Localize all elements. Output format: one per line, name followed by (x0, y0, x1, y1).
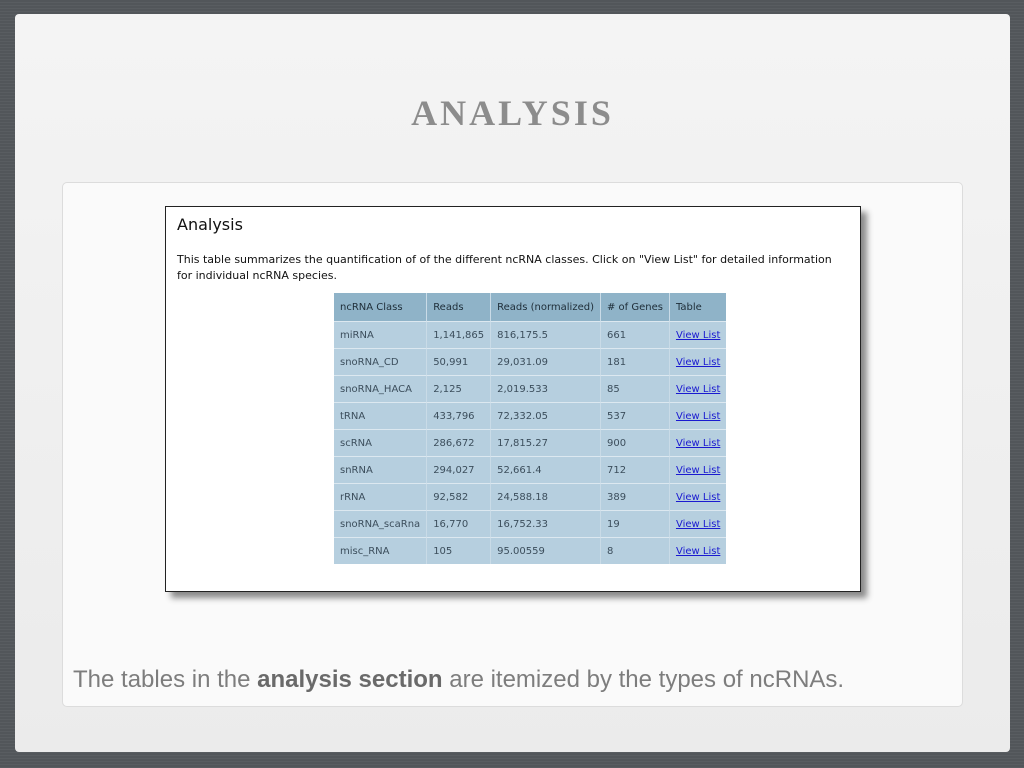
reads-cell: 105 (426, 537, 491, 564)
gene-count-cell: 661 (599, 321, 669, 348)
ncrna-class-cell: snRNA (334, 456, 427, 483)
column-header: # of Genes (599, 293, 669, 321)
reads-normalized-cell: 29,031.09 (490, 348, 600, 375)
table-link-cell: View List (668, 402, 727, 429)
table-row: misc_RNA 105 95.00559 8 View List (334, 537, 727, 564)
reads-normalized-cell: 52,661.4 (490, 456, 600, 483)
view-list-link[interactable]: View List (675, 383, 721, 395)
gene-count-cell: 712 (599, 456, 669, 483)
table-header-row: ncRNA Class Reads Reads (normalized) # o… (334, 293, 727, 321)
view-list-link[interactable]: View List (675, 464, 721, 476)
gene-count-cell: 85 (599, 375, 669, 402)
analysis-description: This table summarizes the quantification… (177, 253, 832, 282)
reads-cell: 50,991 (426, 348, 491, 375)
table-link-cell: View List (668, 375, 727, 402)
analysis-heading: Analysis (177, 215, 243, 234)
table-row: miRNA 1,141,865 816,175.5 661 View List (334, 321, 727, 348)
reads-normalized-cell: 816,175.5 (490, 321, 600, 348)
view-list-link[interactable]: View List (675, 410, 721, 422)
ncrna-class-cell: misc_RNA (334, 537, 427, 564)
ncrna-class-cell: scRNA (334, 429, 427, 456)
slide: ANALYSIS Analysis This table summarizes … (15, 14, 1010, 752)
view-list-link[interactable]: View List (675, 491, 721, 503)
table-link-cell: View List (668, 483, 727, 510)
reads-cell: 1,141,865 (426, 321, 491, 348)
table-row: tRNA 433,796 72,332.05 537 View List (334, 402, 727, 429)
ncrna-class-cell: snoRNA_scaRna (334, 510, 427, 537)
table-row: snoRNA_HACA 2,125 2,019.533 85 View List (334, 375, 727, 402)
table-row: snRNA 294,027 52,661.4 712 View List (334, 456, 727, 483)
column-header: Reads (normalized) (490, 293, 600, 321)
table-link-cell: View List (668, 429, 727, 456)
gene-count-cell: 389 (599, 483, 669, 510)
caption-bold: analysis section (257, 666, 443, 693)
table-link-cell: View List (668, 348, 727, 375)
gene-count-cell: 537 (599, 402, 669, 429)
reads-cell: 433,796 (426, 402, 491, 429)
ncrna-class-cell: snoRNA_CD (334, 348, 427, 375)
gene-count-cell: 181 (599, 348, 669, 375)
analysis-screenshot: Analysis This table summarizes the quant… (165, 206, 861, 592)
view-list-link[interactable]: View List (675, 329, 721, 341)
reads-cell: 2,125 (426, 375, 491, 402)
reads-normalized-cell: 16,752.33 (490, 510, 600, 537)
ncrna-class-cell: miRNA (334, 321, 427, 348)
ncrna-class-cell: rRNA (334, 483, 427, 510)
table-link-cell: View List (668, 321, 727, 348)
view-list-link[interactable]: View List (675, 545, 721, 557)
reads-normalized-cell: 2,019.533 (490, 375, 600, 402)
view-list-link[interactable]: View List (675, 356, 721, 368)
reads-cell: 92,582 (426, 483, 491, 510)
gene-count-cell: 900 (599, 429, 669, 456)
reads-cell: 286,672 (426, 429, 491, 456)
ncrna-table: ncRNA Class Reads Reads (normalized) # o… (334, 293, 727, 564)
ncrna-class-cell: snoRNA_HACA (334, 375, 427, 402)
table-row: scRNA 286,672 17,815.27 900 View List (334, 429, 727, 456)
gene-count-cell: 19 (599, 510, 669, 537)
gene-count-cell: 8 (599, 537, 669, 564)
reads-normalized-cell: 95.00559 (490, 537, 600, 564)
slide-caption: The tables in the analysis section are i… (73, 666, 844, 694)
caption-suffix: are itemized by the types of ncRNAs. (442, 666, 845, 693)
reads-cell: 294,027 (426, 456, 491, 483)
table-link-cell: View List (668, 537, 727, 564)
caption-prefix: The tables in the (73, 666, 258, 693)
view-list-link[interactable]: View List (675, 437, 721, 449)
table-row: snoRNA_scaRna 16,770 16,752.33 19 View L… (334, 510, 727, 537)
column-header: Table (668, 293, 727, 321)
table-row: rRNA 92,582 24,588.18 389 View List (334, 483, 727, 510)
table-row: snoRNA_CD 50,991 29,031.09 181 View List (334, 348, 727, 375)
reads-normalized-cell: 24,588.18 (490, 483, 600, 510)
content-box: Analysis This table summarizes the quant… (62, 182, 963, 707)
reads-normalized-cell: 17,815.27 (490, 429, 600, 456)
table-link-cell: View List (668, 510, 727, 537)
reads-normalized-cell: 72,332.05 (490, 402, 600, 429)
reads-cell: 16,770 (426, 510, 491, 537)
table-link-cell: View List (668, 456, 727, 483)
column-header: Reads (426, 293, 491, 321)
ncrna-class-cell: tRNA (334, 402, 427, 429)
view-list-link[interactable]: View List (675, 518, 721, 530)
slide-title: ANALYSIS (411, 93, 614, 133)
column-header: ncRNA Class (334, 293, 427, 321)
